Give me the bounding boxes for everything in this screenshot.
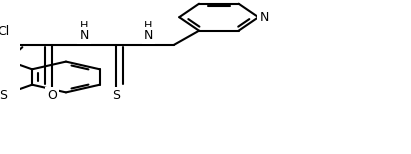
Text: S: S [112, 89, 120, 102]
Text: N: N [80, 29, 89, 42]
Text: O: O [47, 89, 57, 102]
Text: Cl: Cl [0, 25, 9, 38]
Text: S: S [0, 89, 7, 101]
Text: H: H [80, 21, 88, 31]
Text: H: H [144, 21, 152, 31]
Text: N: N [144, 29, 153, 42]
Text: N: N [260, 11, 269, 24]
